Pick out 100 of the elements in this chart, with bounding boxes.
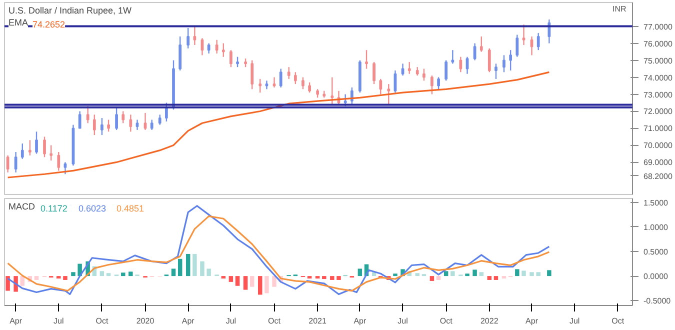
bar — [479, 272, 484, 276]
x-tick-label: Oct — [96, 316, 109, 326]
candlestick — [158, 114, 162, 126]
x-tick-label: Apr — [10, 316, 22, 326]
bar — [530, 272, 534, 276]
candlestick — [186, 27, 190, 49]
bar — [6, 276, 10, 291]
candlestick — [379, 78, 382, 95]
bar — [315, 276, 320, 279]
x-tick-label: Apr — [182, 316, 195, 326]
candlestick — [422, 68, 426, 82]
bar — [228, 276, 234, 282]
bar — [536, 272, 540, 276]
x-tick-label: Apr — [354, 316, 366, 326]
bar — [272, 276, 276, 287]
x-tick-label: Jul — [398, 316, 408, 326]
bar — [121, 272, 126, 276]
x-tick-label: 2022 — [480, 316, 499, 326]
candlestick — [330, 76, 334, 106]
bar — [487, 276, 492, 280]
candlestick — [50, 144, 53, 162]
y-tick-label: 72.0000 — [644, 107, 673, 116]
bar — [221, 276, 226, 279]
candlestick — [35, 131, 38, 154]
candlestick — [115, 107, 118, 131]
bar — [192, 254, 197, 276]
candlestick — [144, 112, 147, 131]
bar — [522, 270, 526, 276]
bar — [336, 276, 341, 280]
candlestick — [488, 48, 491, 73]
x-tick-label: Oct — [268, 316, 282, 326]
candlestick — [509, 49, 512, 72]
candlestick — [502, 54, 506, 73]
candlestick — [372, 61, 376, 85]
bar — [56, 276, 61, 279]
candlestick — [302, 76, 304, 90]
chart-title: MACD — [8, 202, 36, 212]
y-axis-title: INR — [612, 4, 626, 14]
y-tick-label: 68.2000 — [644, 172, 673, 181]
y-tick-label: 69.0000 — [644, 158, 673, 168]
candlestick — [100, 117, 104, 136]
bar — [430, 276, 434, 281]
bar — [178, 258, 182, 276]
candlestick — [193, 26, 196, 46]
bar — [547, 270, 552, 276]
bar — [450, 271, 455, 276]
bar — [200, 261, 204, 276]
candlestick — [207, 42, 210, 54]
candlestick — [480, 36, 483, 52]
line-series — [6, 71, 550, 178]
x-tick-label: Oct — [440, 316, 454, 326]
candlestick — [287, 66, 290, 80]
bar — [206, 268, 211, 276]
bar — [322, 276, 326, 279]
candlestick — [430, 74, 434, 95]
bar — [393, 274, 398, 276]
chart-title: U.S. Dollar / Indian Rupee, 1W — [8, 6, 132, 16]
candlestick — [136, 119, 139, 131]
bar — [100, 271, 104, 276]
candlestick — [451, 49, 454, 64]
candlestick — [64, 162, 67, 175]
bar — [264, 276, 269, 294]
candlestick — [522, 24, 526, 46]
bar — [258, 276, 262, 295]
candlestick — [86, 106, 90, 124]
y-tick-label: 75.0000 — [644, 56, 673, 66]
candlestick — [57, 151, 60, 172]
bar — [515, 269, 520, 276]
x-tick-label: Oct — [612, 316, 625, 326]
candlestick — [350, 86, 354, 106]
bar — [63, 276, 68, 280]
annotation: 0.6023 — [78, 204, 106, 214]
bar — [171, 268, 176, 276]
annotation: 0.1172 — [40, 204, 68, 214]
annotation: 0.4851 — [116, 204, 144, 214]
bar — [235, 276, 240, 286]
bar — [186, 254, 190, 276]
y-tick-label: 74.0000 — [644, 73, 673, 82]
bar — [494, 276, 498, 280]
candlestick — [250, 60, 254, 90]
candlestick — [122, 110, 125, 124]
candlestick — [129, 114, 132, 132]
candlestick — [536, 32, 540, 51]
candlestick — [466, 56, 469, 74]
y-tick-label: -0.5000 — [644, 296, 672, 306]
candlestick — [401, 63, 404, 76]
candlestick — [20, 142, 24, 160]
candlestick — [459, 56, 462, 73]
candlestick — [236, 56, 239, 68]
candlestick — [387, 83, 390, 106]
y-tick-label: 77.0000 — [644, 22, 673, 32]
candlestick — [43, 136, 46, 158]
candlestick — [178, 36, 182, 72]
y-tick-label: 0.5000 — [644, 248, 669, 257]
bar — [465, 274, 470, 276]
x-tick-label: Apr — [526, 316, 538, 326]
y-tick-label: 71.0000 — [644, 124, 673, 134]
candlestick — [222, 42, 225, 58]
candlestick — [14, 151, 18, 174]
candlestick — [28, 140, 32, 156]
